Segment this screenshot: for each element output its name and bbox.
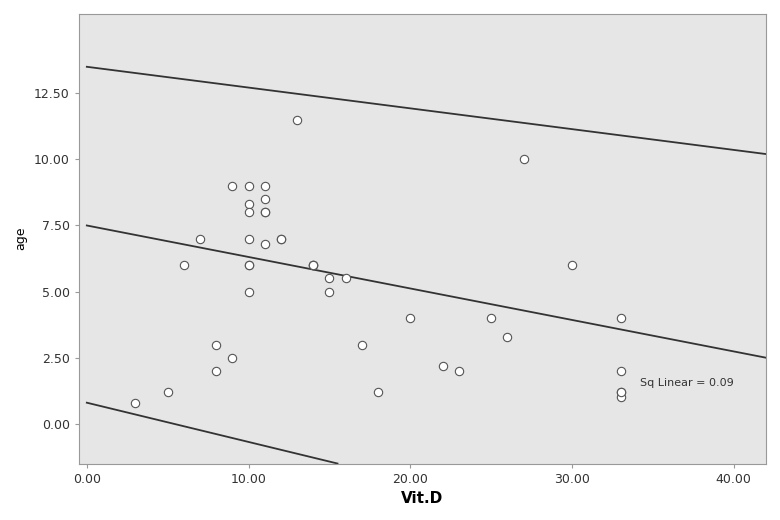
Point xyxy=(517,155,530,163)
Point xyxy=(275,235,287,243)
Point xyxy=(436,361,448,370)
Point xyxy=(291,115,303,124)
Point xyxy=(323,274,335,282)
Point xyxy=(566,261,578,269)
Point xyxy=(452,367,465,375)
Point xyxy=(226,181,239,190)
Point xyxy=(210,341,222,349)
Point xyxy=(307,261,320,269)
Text: Sq Linear = 0.09: Sq Linear = 0.09 xyxy=(640,378,734,388)
Point xyxy=(193,235,206,243)
Point xyxy=(258,195,271,203)
Point xyxy=(339,274,352,282)
Point xyxy=(307,261,320,269)
Point xyxy=(307,261,320,269)
Point xyxy=(243,208,255,216)
Point xyxy=(243,181,255,190)
Point xyxy=(243,235,255,243)
Point xyxy=(210,367,222,375)
Point xyxy=(372,388,385,396)
Point xyxy=(615,314,627,322)
Point xyxy=(615,388,627,396)
Point xyxy=(615,393,627,401)
Point xyxy=(243,200,255,209)
Point xyxy=(485,314,498,322)
Point xyxy=(129,398,142,407)
Point xyxy=(258,208,271,216)
Point xyxy=(243,261,255,269)
Point xyxy=(258,208,271,216)
Point xyxy=(258,240,271,248)
X-axis label: Vit.D: Vit.D xyxy=(401,491,444,506)
Point xyxy=(615,388,627,396)
Point xyxy=(356,341,368,349)
Point xyxy=(275,235,287,243)
Point xyxy=(258,181,271,190)
Point xyxy=(323,288,335,296)
Point xyxy=(404,314,417,322)
Point xyxy=(243,261,255,269)
Point xyxy=(161,388,174,396)
Point xyxy=(501,332,513,341)
Point xyxy=(178,261,190,269)
Y-axis label: age: age xyxy=(14,227,27,251)
Point xyxy=(243,288,255,296)
Point xyxy=(226,354,239,362)
Point xyxy=(615,367,627,375)
